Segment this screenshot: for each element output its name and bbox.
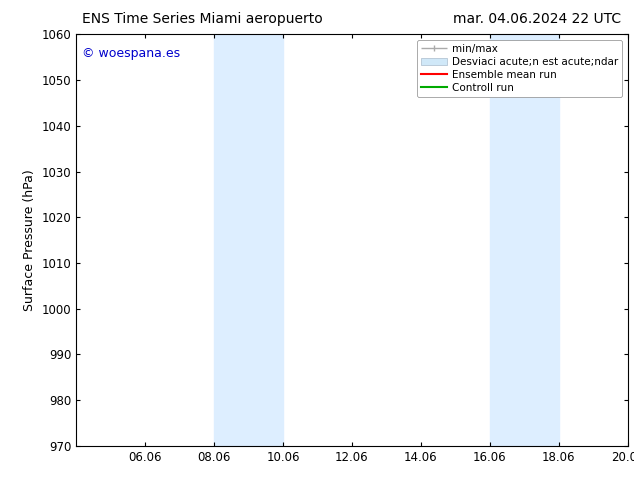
Bar	[214, 34, 283, 446]
Bar	[489, 34, 559, 446]
Text: © woespana.es: © woespana.es	[82, 47, 179, 60]
Text: ENS Time Series Miami aeropuerto: ENS Time Series Miami aeropuerto	[82, 12, 323, 26]
Text: mar. 04.06.2024 22 UTC: mar. 04.06.2024 22 UTC	[453, 12, 621, 26]
Legend: min/max, Desviaci acute;n est acute;ndar, Ensemble mean run, Controll run: min/max, Desviaci acute;n est acute;ndar…	[417, 40, 623, 97]
Y-axis label: Surface Pressure (hPa): Surface Pressure (hPa)	[23, 169, 36, 311]
